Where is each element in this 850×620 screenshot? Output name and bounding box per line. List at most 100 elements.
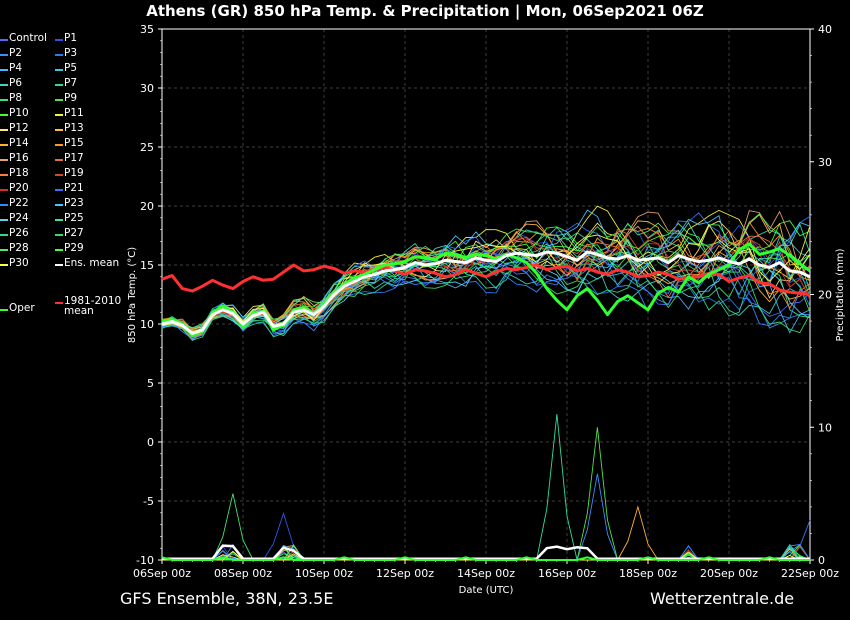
legend-label: P30 bbox=[9, 257, 29, 269]
legend-swatch bbox=[55, 99, 63, 101]
legend-label: P12 bbox=[9, 122, 29, 134]
legend-swatch bbox=[55, 249, 63, 251]
legend-swatch bbox=[55, 54, 63, 56]
y-axis-label: 850 hPa Temp. (°C) bbox=[127, 247, 138, 343]
y-tick-label: 10 bbox=[140, 318, 154, 331]
legend-swatch bbox=[0, 114, 8, 116]
x-tick-label: 14Sep 00z bbox=[457, 567, 515, 580]
footer-model-info: GFS Ensemble, 38N, 23.5E bbox=[120, 589, 334, 608]
x-tick-label: 12Sep 00z bbox=[376, 567, 434, 580]
legend-label: P25 bbox=[64, 212, 84, 224]
legend-swatch bbox=[55, 69, 63, 71]
legend-label: P19 bbox=[64, 167, 84, 179]
y-tick-label: -10 bbox=[136, 554, 154, 567]
legend-label: 1981-2010 mean bbox=[64, 294, 122, 317]
legend-label: P26 bbox=[9, 227, 29, 239]
y-tick-label: 30 bbox=[140, 82, 154, 95]
legend-label: P24 bbox=[9, 212, 29, 224]
legend-swatch bbox=[55, 189, 63, 191]
legend-swatch bbox=[0, 39, 8, 41]
legend-label: P29 bbox=[64, 242, 84, 254]
legend-label: P22 bbox=[9, 197, 29, 209]
legend-label: P2 bbox=[9, 47, 23, 59]
legend-swatch bbox=[0, 129, 8, 131]
series-line-ens-mean bbox=[161, 250, 811, 335]
legend-swatch bbox=[0, 249, 8, 251]
legend-label: P9 bbox=[64, 92, 78, 104]
y-tick-label: 5 bbox=[147, 377, 154, 390]
legend-label: P4 bbox=[9, 62, 23, 74]
legend-label: P5 bbox=[64, 62, 78, 74]
y2-axis-label: Precipitation (mm) bbox=[835, 248, 846, 341]
legend-label: P15 bbox=[64, 137, 84, 149]
y-tick-label: 20 bbox=[140, 200, 154, 213]
footer-source: Wetterzentrale.de bbox=[650, 589, 795, 608]
y-tick-label: 15 bbox=[140, 259, 154, 272]
precip-lines bbox=[161, 413, 811, 561]
y2-tick-label: 0 bbox=[818, 554, 825, 567]
y2-tick-label: 40 bbox=[818, 23, 832, 36]
y2-tick-label: 30 bbox=[818, 156, 832, 169]
y-tick-label: 25 bbox=[140, 141, 154, 154]
precip-oper-line bbox=[161, 556, 810, 561]
main-series bbox=[161, 242, 811, 338]
legend-swatch bbox=[55, 301, 63, 304]
legend-label: Oper bbox=[9, 302, 35, 314]
y-tick-label: 35 bbox=[140, 23, 154, 36]
x-tick-label: 06Sep 00z bbox=[133, 567, 191, 580]
x-tick-labels: 06Sep 00z 08Sep 00z 10Sep 00z 12Sep 00z 14Se… bbox=[133, 567, 839, 580]
legend-swatch bbox=[55, 39, 63, 41]
legend-label: P18 bbox=[9, 167, 29, 179]
x-tick-label: 08Sep 00z bbox=[214, 567, 272, 580]
legend-swatch bbox=[0, 174, 8, 176]
legend-swatch bbox=[0, 264, 8, 266]
series-line-1981-2010-mean bbox=[161, 263, 811, 296]
ensemble-line-p17 bbox=[161, 225, 811, 333]
y2-tick-labels: 0 10 20 30 40 bbox=[818, 23, 832, 567]
legend-label: P28 bbox=[9, 242, 29, 254]
legend-swatch bbox=[0, 84, 8, 86]
x-axis-label: Date (UTC) bbox=[459, 585, 514, 596]
legend-swatch bbox=[55, 129, 63, 131]
legend-swatch bbox=[0, 189, 8, 191]
legend-label: P23 bbox=[64, 197, 84, 209]
legend-swatch bbox=[55, 114, 63, 116]
legend-label: P3 bbox=[64, 47, 78, 59]
legend-swatch bbox=[0, 54, 8, 56]
x-tick-label: 10Sep 00z bbox=[295, 567, 353, 580]
page-title: Athens (GR) 850 hPa Temp. & Precipitatio… bbox=[146, 2, 704, 20]
x-tick-label: 18Sep 00z bbox=[619, 567, 677, 580]
legend-label: P13 bbox=[64, 122, 84, 134]
y-tick-labels: -10 -5 0 5 10 15 20 25 30 35 bbox=[136, 23, 154, 567]
ensemble-line-p26 bbox=[161, 243, 811, 338]
legend-label: P14 bbox=[9, 137, 29, 149]
legend-label: P21 bbox=[64, 182, 84, 194]
legend-swatch bbox=[55, 84, 63, 86]
grid-lines bbox=[162, 29, 810, 560]
legend-swatch bbox=[0, 204, 8, 206]
x-tick-label: 16Sep 00z bbox=[538, 567, 596, 580]
y2-tick-label: 10 bbox=[818, 421, 832, 434]
legend-swatch bbox=[55, 264, 63, 266]
legend-label: P16 bbox=[9, 152, 29, 164]
legend-swatch bbox=[0, 144, 8, 146]
legend-swatch bbox=[55, 159, 63, 161]
legend-swatch bbox=[55, 144, 63, 146]
legend-swatch bbox=[0, 159, 8, 161]
ensemble-line-p12 bbox=[161, 220, 811, 335]
legend-swatch bbox=[55, 234, 63, 236]
legend-label: Control bbox=[9, 32, 47, 44]
legend-label: P10 bbox=[9, 107, 29, 119]
legend-swatch bbox=[0, 219, 8, 221]
legend-label: Ens. mean bbox=[64, 257, 120, 269]
legend-swatch bbox=[55, 204, 63, 206]
legend-label: P11 bbox=[64, 107, 84, 119]
legend-swatch bbox=[55, 219, 63, 221]
legend-label: P27 bbox=[64, 227, 84, 239]
legend-label: P6 bbox=[9, 77, 23, 89]
legend-swatch bbox=[0, 309, 8, 311]
y-tick-label: 0 bbox=[147, 436, 154, 449]
legend-label: P17 bbox=[64, 152, 84, 164]
legend-swatch bbox=[55, 174, 63, 176]
